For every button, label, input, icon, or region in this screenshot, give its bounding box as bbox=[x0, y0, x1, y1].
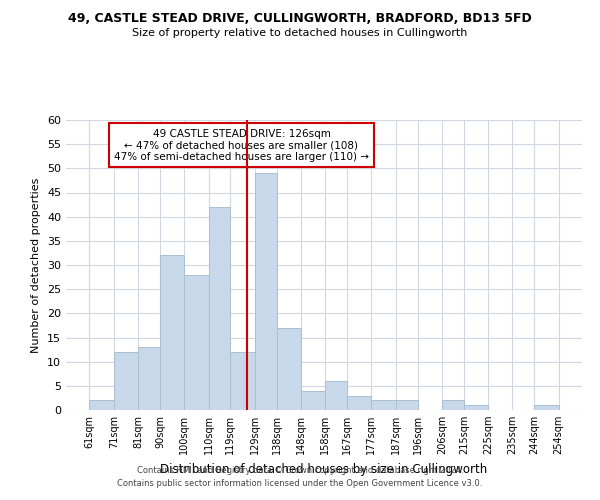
Bar bbox=[325, 381, 347, 410]
Text: Contains HM Land Registry data © Crown copyright and database right 2024.
Contai: Contains HM Land Registry data © Crown c… bbox=[118, 466, 482, 487]
X-axis label: Distribution of detached houses by size in Cullingworth: Distribution of detached houses by size … bbox=[160, 462, 488, 475]
Bar bbox=[255, 173, 277, 410]
Bar bbox=[396, 400, 418, 410]
Bar bbox=[230, 352, 255, 410]
Text: 49 CASTLE STEAD DRIVE: 126sqm
← 47% of detached houses are smaller (108)
47% of : 49 CASTLE STEAD DRIVE: 126sqm ← 47% of d… bbox=[114, 128, 369, 162]
Bar bbox=[534, 405, 559, 410]
Bar bbox=[464, 405, 488, 410]
Y-axis label: Number of detached properties: Number of detached properties bbox=[31, 178, 41, 352]
Bar bbox=[277, 328, 301, 410]
Bar bbox=[442, 400, 464, 410]
Bar bbox=[209, 207, 230, 410]
Bar bbox=[184, 274, 209, 410]
Text: 49, CASTLE STEAD DRIVE, CULLINGWORTH, BRADFORD, BD13 5FD: 49, CASTLE STEAD DRIVE, CULLINGWORTH, BR… bbox=[68, 12, 532, 26]
Bar bbox=[89, 400, 114, 410]
Bar bbox=[347, 396, 371, 410]
Text: Size of property relative to detached houses in Cullingworth: Size of property relative to detached ho… bbox=[133, 28, 467, 38]
Bar bbox=[114, 352, 138, 410]
Bar bbox=[160, 256, 184, 410]
Bar bbox=[371, 400, 396, 410]
Bar bbox=[138, 347, 160, 410]
Bar bbox=[301, 390, 325, 410]
